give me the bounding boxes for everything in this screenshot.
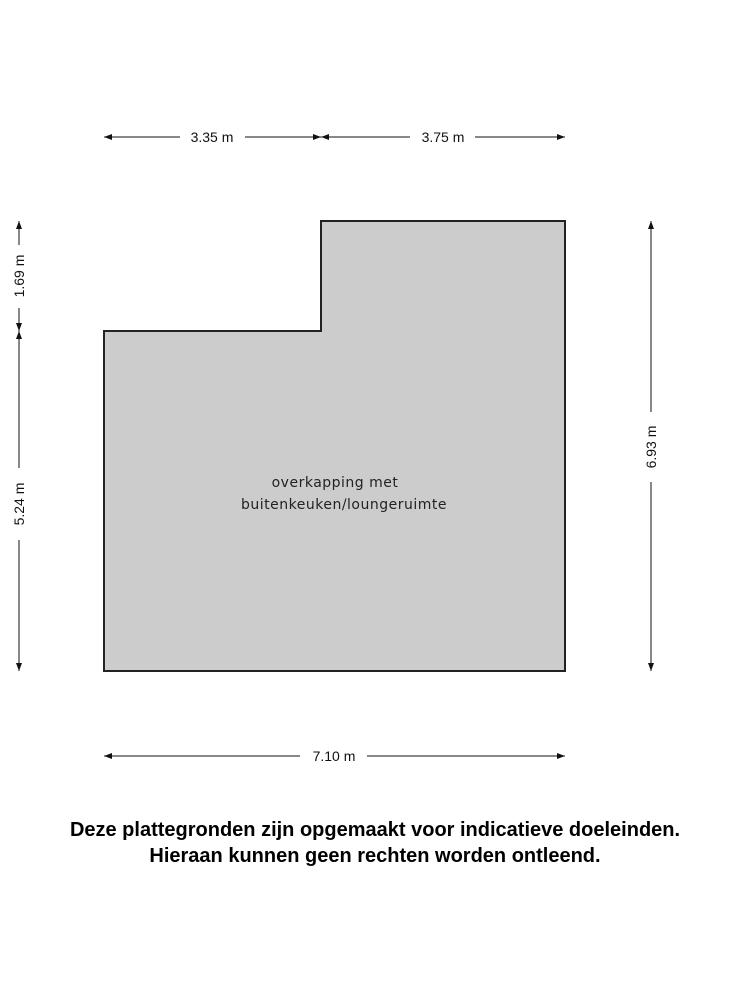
dimension-bottom: 7.10 m (104, 748, 565, 764)
room-label: overkapping met (272, 475, 399, 491)
svg-text:3.75 m: 3.75 m (422, 129, 465, 145)
disclaimer-line-2: Hieraan kunnen geen rechten worden ontle… (149, 845, 601, 867)
dimension-top-right: 3.75 m (321, 129, 565, 145)
room-label-2: buitenkeuken/loungeruimte (241, 497, 447, 513)
svg-text:1.69 m: 1.69 m (11, 255, 27, 298)
svg-text:6.93 m: 6.93 m (643, 426, 659, 469)
dimension-left-top: 1.69 m (11, 221, 27, 331)
dimension-left-bottom: 5.24 m (11, 331, 27, 671)
dimension-top-left: 3.35 m (104, 129, 321, 145)
svg-text:5.24 m: 5.24 m (11, 483, 27, 526)
disclaimer-line-1: Deze plattegronden zijn opgemaakt voor i… (69, 819, 681, 841)
room-outline (103, 220, 566, 672)
svg-text:3.35 m: 3.35 m (191, 129, 234, 145)
dimension-right: 6.93 m (643, 221, 659, 671)
svg-text:7.10 m: 7.10 m (313, 748, 356, 764)
